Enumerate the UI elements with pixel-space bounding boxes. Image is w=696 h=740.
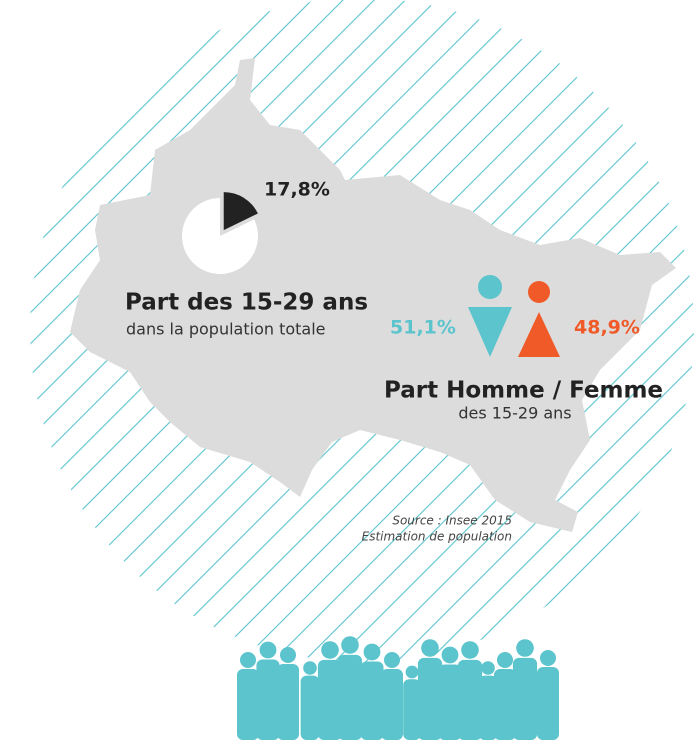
pie-chart [181, 192, 258, 274]
person-body [381, 669, 403, 740]
person-head [363, 643, 381, 661]
person-body [512, 657, 538, 740]
person-body [478, 675, 498, 740]
pie-label: 17,8% [264, 179, 330, 201]
person-body [403, 679, 421, 740]
region-map [70, 58, 676, 532]
person-body [360, 661, 384, 740]
woman-body [518, 312, 560, 357]
person-body [317, 659, 343, 740]
person-body [256, 659, 280, 740]
person-head [321, 641, 339, 659]
person-head [540, 650, 556, 666]
person-body [494, 669, 516, 740]
source-line: Estimation de population [362, 530, 512, 544]
person-head [421, 639, 439, 657]
person-body [438, 664, 462, 740]
person-body [417, 657, 443, 740]
woman-head [528, 281, 550, 303]
person-body [537, 667, 559, 740]
source-line: Source : Insee 2015 [392, 514, 512, 528]
part-subtitle: dans la population totale [126, 320, 326, 339]
homme-label: 51,1% [390, 317, 456, 339]
person-head [280, 647, 296, 663]
person-head [461, 641, 479, 659]
person-head [259, 641, 277, 659]
people-silhouettes [237, 636, 559, 740]
person-body [457, 659, 483, 740]
person-body [277, 664, 299, 740]
person-head [497, 652, 513, 668]
person-head [384, 652, 400, 668]
pie-slice [223, 192, 258, 231]
person-head [441, 646, 459, 664]
person-body [337, 654, 363, 740]
man-head [478, 275, 502, 299]
person-body [237, 669, 259, 740]
pie-rest [181, 198, 258, 274]
man-body [468, 307, 512, 357]
person-body [300, 675, 320, 740]
femme-label: 48,9% [574, 317, 640, 339]
person-head [303, 661, 317, 675]
gender-subtitle: des 15-29 ans [458, 404, 571, 423]
part-title: Part des 15-29 ans [125, 290, 368, 316]
person-head [405, 665, 419, 679]
person-head [240, 652, 256, 668]
person-head [516, 639, 534, 657]
person-head [341, 636, 359, 654]
person-head [481, 661, 495, 675]
gender-title: Part Homme / Femme [384, 378, 663, 404]
